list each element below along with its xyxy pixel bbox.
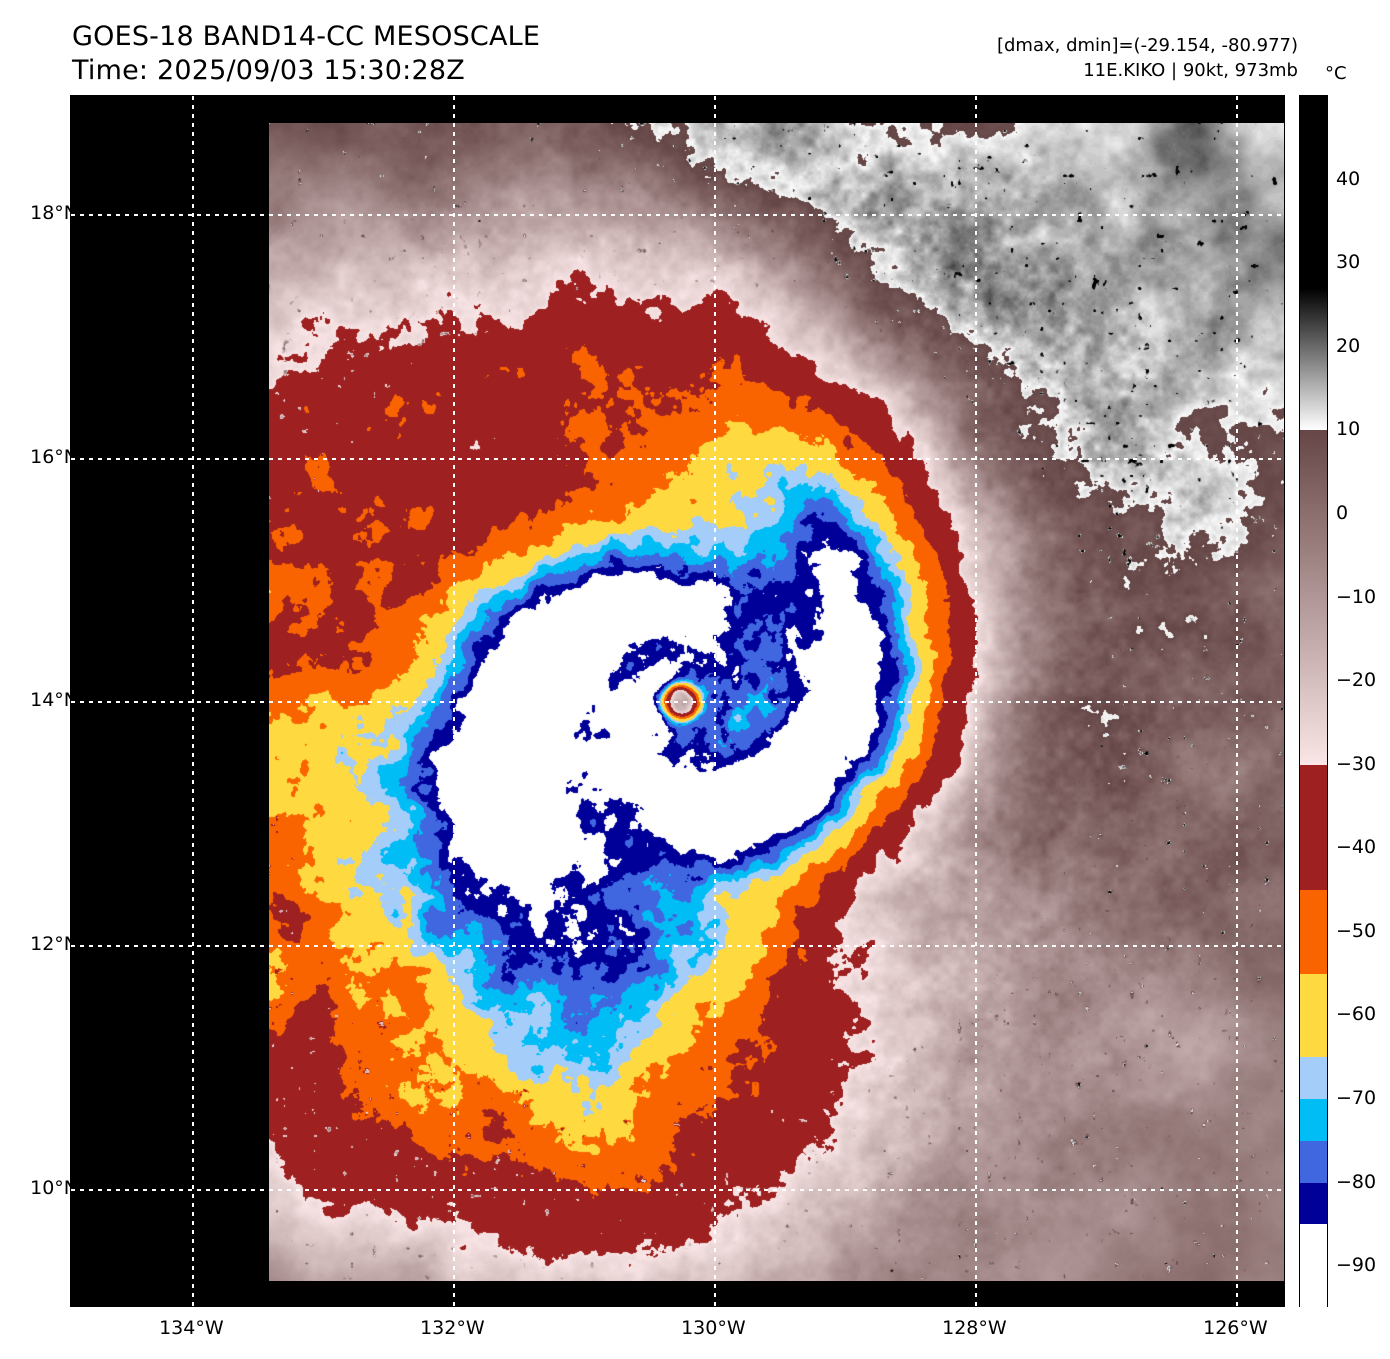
storm-info-label: 11E.KIKO | 90kt, 973mb [1083,60,1298,81]
colorbar-unit-label: °C [1325,63,1347,84]
x-tick-label-1: 132°W [420,1317,485,1339]
y-tick-label-1: 16°N [30,445,78,468]
colorbar-band-0 [1300,96,1327,289]
x-tick-label-4: 126°W [1203,1317,1268,1339]
colorbar [1299,95,1328,1308]
colorbar-tick-label-13: −90 [1336,1254,1377,1277]
page-title: GOES-18 BAND14-CC MESOSCALE Time: 2025/0… [72,20,540,88]
gridline-lon-0 [192,96,194,1306]
colorbar-band-2 [1300,430,1327,765]
colorbar-tick-label-0: 40 [1336,167,1361,190]
colorbar-tick-label-12: −80 [1336,1170,1377,1193]
colorbar-band-8 [1300,1140,1327,1183]
colorbar-band-1 [1300,288,1327,431]
x-tick-label-0: 134°W [159,1317,224,1339]
time-line: Time: 2025/09/03 15:30:28Z [72,55,465,86]
colorbar-tick-label-2: 20 [1336,334,1361,357]
y-tick-label-0: 18°N [30,202,78,225]
title-line: GOES-18 BAND14-CC MESOSCALE [72,21,541,52]
satellite-canvas [269,123,1284,1281]
colorbar-tick-label-7: −30 [1336,752,1377,775]
colorbar-band-3 [1300,764,1327,891]
colorbar-band-5 [1300,973,1327,1058]
colorbar-tick-label-6: −20 [1336,669,1377,692]
colorbar-tick-label-8: −40 [1336,836,1377,859]
metadata-block: [dmax, dmin]=(-29.154, -80.977) 11E.KIKO… [997,33,1298,83]
y-tick-label-3: 12°N [30,933,78,955]
colorbar-tick-label-10: −60 [1336,1003,1377,1026]
satellite-image-plot: Copyright © 2020-2025 Dapiya [70,95,1285,1307]
y-tick-label-4: 10°N [30,1176,78,1199]
colorbar-band-7 [1300,1099,1327,1141]
colorbar-tick-label-1: 30 [1336,251,1361,274]
x-tick-label-3: 128°W [942,1317,1007,1339]
dmax-dmin-label: [dmax, dmin]=(-29.154, -80.977) [996,35,1298,56]
satellite-imagery [269,123,1284,1281]
colorbar-tick-label-9: −50 [1336,919,1377,942]
colorbar-tick-label-4: 0 [1336,501,1349,524]
colorbar-tick-label-11: −70 [1336,1087,1377,1110]
colorbar-band-10 [1300,1224,1327,1308]
y-tick-label-2: 14°N [30,689,78,712]
x-tick-label-2: 130°W [681,1317,746,1339]
colorbar-tick-label-3: 10 [1336,418,1361,441]
colorbar-band-6 [1300,1057,1327,1100]
colorbar-band-9 [1300,1182,1327,1225]
colorbar-band-4 [1300,890,1327,974]
colorbar-tick-label-5: −10 [1336,585,1377,608]
